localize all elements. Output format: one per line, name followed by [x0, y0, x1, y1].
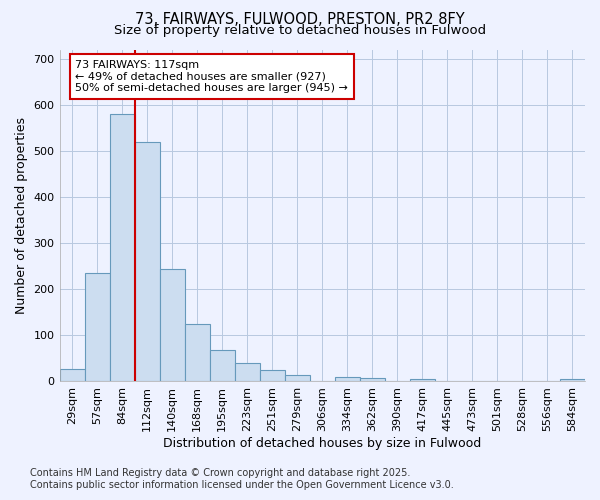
Bar [185, 324, 209, 382]
Bar [360, 378, 385, 382]
Text: 73 FAIRWAYS: 117sqm
← 49% of detached houses are smaller (927)
50% of semi-detac: 73 FAIRWAYS: 117sqm ← 49% of detached ho… [76, 60, 348, 93]
Text: 73, FAIRWAYS, FULWOOD, PRESTON, PR2 8FY: 73, FAIRWAYS, FULWOOD, PRESTON, PR2 8FY [135, 12, 465, 28]
Bar [235, 363, 260, 382]
X-axis label: Distribution of detached houses by size in Fulwood: Distribution of detached houses by size … [163, 437, 481, 450]
Bar [85, 274, 110, 382]
Y-axis label: Number of detached properties: Number of detached properties [15, 117, 28, 314]
Text: Size of property relative to detached houses in Fulwood: Size of property relative to detached ho… [114, 24, 486, 37]
Bar [59, 368, 85, 382]
Bar [560, 379, 585, 382]
Bar [335, 377, 360, 382]
Bar [285, 376, 310, 382]
Text: Contains HM Land Registry data © Crown copyright and database right 2025.
Contai: Contains HM Land Registry data © Crown c… [30, 468, 454, 490]
Bar [110, 114, 134, 382]
Bar [209, 350, 235, 382]
Bar [260, 370, 285, 382]
Bar [410, 379, 435, 382]
Bar [134, 142, 160, 382]
Bar [160, 268, 185, 382]
